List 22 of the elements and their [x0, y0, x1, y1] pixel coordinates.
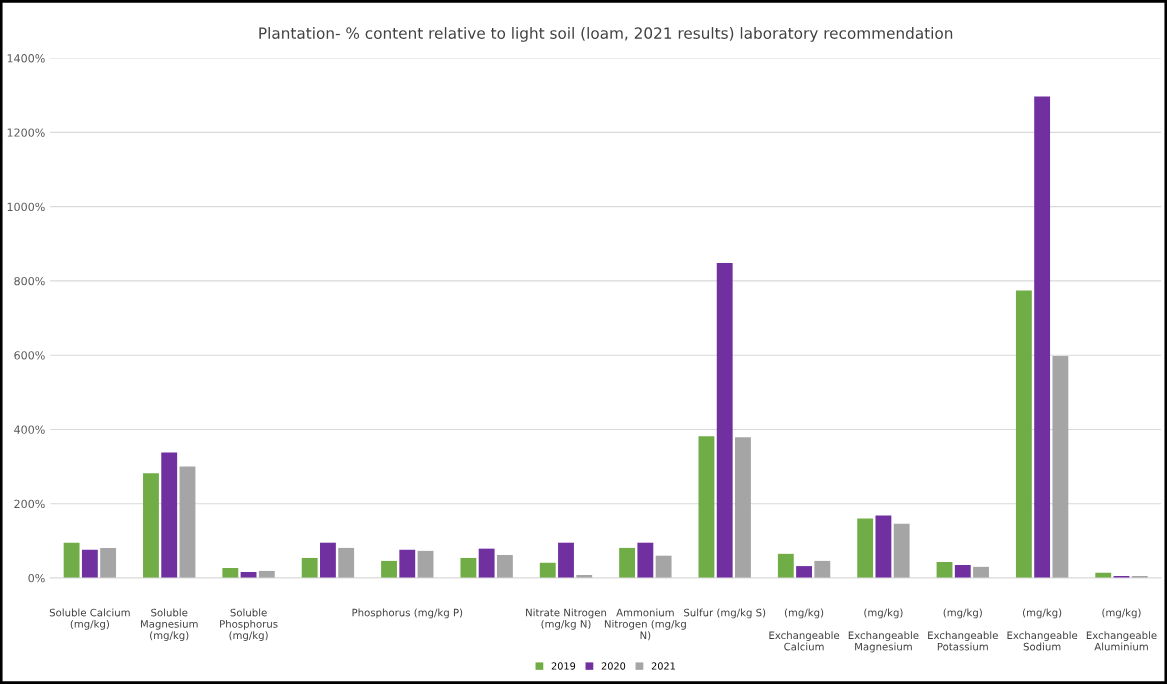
legend-label: 2019 — [551, 662, 576, 670]
legend-label: 2020 — [601, 662, 626, 670]
category-label: (mg/kg) Exchangeable Potassium — [928, 608, 998, 651]
y-tick-label: 1200% — [7, 128, 45, 137]
y-tick-label: 800% — [14, 276, 45, 286]
category-label: (mg/kg) Exchangeable Aluminium — [1086, 608, 1157, 651]
chart-title: Plantation- % content relative to light soil (loam, 2021 results) laboratory recommendation — [259, 27, 953, 42]
category-label: (mg/kg) Exchangeable Sodium — [1007, 608, 1078, 651]
x-tick-label: Phosphorus (mg/kg P) — [352, 608, 463, 619]
legend-label: 2021 — [651, 662, 675, 670]
x-tick-label: Soluble Magnesium (mg/kg) — [140, 608, 198, 642]
y-tick-label: 1400% — [7, 54, 45, 63]
y-tick-label: 0% — [28, 573, 45, 583]
x-tick-label: Soluble Phosphorus (mg/kg) — [220, 608, 278, 642]
category-label: (mg/kg) Exchangeable Calcium — [769, 608, 840, 651]
x-tick-label: Sulfur (mg/kg S) — [684, 608, 766, 619]
y-tick-label: 1000% — [7, 202, 45, 212]
category-label: (mg/kg) Exchangeable Magnesium — [848, 608, 919, 653]
y-tick-label: 600% — [14, 351, 45, 360]
y-tick-label: 400% — [14, 425, 45, 434]
y-tick-label: 200% — [14, 499, 45, 509]
x-tick-label: Soluble Calcium (mg/kg) — [49, 608, 130, 630]
